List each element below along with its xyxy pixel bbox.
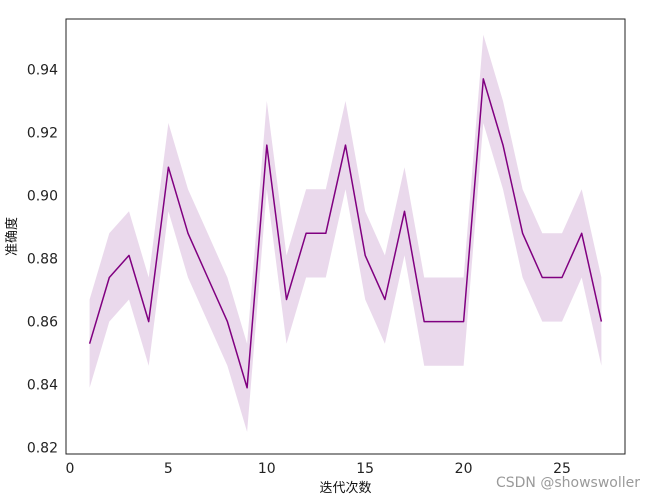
data-point bbox=[581, 232, 583, 234]
x-tick-label: 5 bbox=[164, 461, 173, 477]
data-point bbox=[384, 299, 386, 301]
y-tick-label: 0.88 bbox=[27, 252, 58, 268]
data-point bbox=[305, 232, 307, 234]
data-point bbox=[167, 166, 169, 168]
data-point bbox=[423, 321, 425, 323]
data-point bbox=[443, 321, 445, 323]
y-tick-label: 0.82 bbox=[27, 441, 58, 457]
data-point bbox=[148, 321, 150, 323]
data-point bbox=[325, 232, 327, 234]
plot-frame bbox=[65, 18, 626, 455]
data-point bbox=[285, 299, 287, 301]
x-tick-label: 0 bbox=[65, 461, 74, 477]
x-tick-label: 25 bbox=[553, 461, 571, 477]
data-point bbox=[600, 321, 602, 323]
y-tick-label: 0.92 bbox=[27, 125, 58, 141]
data-point bbox=[187, 232, 189, 234]
x-axis-label: 迭代次数 bbox=[319, 480, 371, 496]
series-line-layer bbox=[88, 78, 603, 389]
data-point bbox=[502, 144, 504, 146]
confidence-band bbox=[89, 34, 602, 432]
data-point bbox=[463, 321, 465, 323]
confidence-band-layer bbox=[89, 34, 602, 432]
y-tick-label: 0.84 bbox=[27, 378, 58, 394]
y-axis-label: 准确度 bbox=[4, 217, 20, 256]
data-point bbox=[108, 276, 110, 278]
data-point bbox=[541, 276, 543, 278]
y-tick-label: 0.86 bbox=[27, 315, 58, 331]
data-point bbox=[404, 210, 406, 212]
data-point bbox=[89, 343, 91, 345]
x-tick-label: 10 bbox=[258, 461, 276, 477]
data-point bbox=[345, 144, 347, 146]
series-line bbox=[88, 78, 603, 389]
data-point bbox=[482, 78, 484, 80]
x-tick-label: 15 bbox=[356, 461, 374, 477]
data-point bbox=[522, 232, 524, 234]
data-point bbox=[226, 321, 228, 323]
data-point bbox=[561, 276, 563, 278]
data-point bbox=[266, 144, 268, 146]
data-point bbox=[128, 254, 130, 256]
data-point bbox=[246, 387, 248, 389]
data-point bbox=[364, 254, 366, 256]
data-point bbox=[207, 276, 209, 278]
y-tick-label: 0.90 bbox=[27, 189, 58, 205]
x-tick-label: 20 bbox=[455, 461, 473, 477]
x-tick-labels: 0 5 10 15 20 25 bbox=[65, 461, 570, 477]
y-tick-labels: 0.82 0.84 0.86 0.88 0.90 0.92 0.94 bbox=[27, 62, 58, 456]
watermark-text: CSDN @showswoller bbox=[496, 475, 640, 491]
y-tick-label: 0.94 bbox=[27, 62, 58, 78]
